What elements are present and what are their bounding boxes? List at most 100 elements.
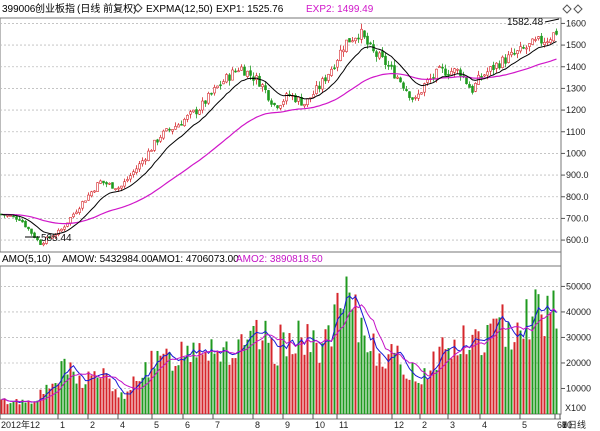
amo-bar	[174, 366, 177, 414]
amo-bar	[489, 323, 492, 414]
amo-bar	[555, 328, 558, 414]
amo-bar	[516, 322, 519, 414]
candle-body	[192, 109, 195, 113]
amo-bar	[3, 398, 6, 414]
candle-body	[285, 93, 288, 102]
amo1-line	[1, 295, 557, 404]
candle-body	[30, 228, 33, 234]
amo-bar	[225, 341, 228, 414]
candle-body	[483, 74, 486, 77]
amo-bar	[84, 384, 87, 414]
candle-body	[513, 52, 516, 55]
amo-bar	[318, 362, 321, 414]
amo-bar	[264, 320, 267, 414]
exp2-label: EXP2: 1499.49	[306, 4, 374, 15]
amo2-label: AMO2: 3890818.50	[236, 254, 323, 265]
amo-bar	[9, 403, 12, 414]
candle-body	[423, 83, 426, 93]
amo-bar	[405, 378, 408, 414]
amo-bar	[396, 345, 399, 414]
candle-body	[81, 201, 84, 209]
amo-bar	[348, 292, 351, 414]
amo-bar	[153, 368, 156, 414]
amo-bar	[222, 347, 225, 414]
candle-body	[240, 66, 243, 71]
candle-body	[156, 139, 159, 143]
scroll-left-icon[interactable]	[562, 4, 572, 14]
amo-bar	[54, 383, 57, 414]
chart-name: 创业板指	[35, 2, 75, 15]
candle-body	[225, 74, 228, 83]
amo-bar	[57, 383, 60, 414]
high-annotation: 1582.48	[507, 17, 544, 28]
candle-body	[324, 77, 327, 82]
amo-bar	[30, 403, 33, 414]
candle-body	[270, 100, 273, 105]
amo-bar	[147, 377, 150, 414]
price-tick-label: 1100	[566, 127, 585, 137]
amo-bar	[198, 343, 201, 414]
amo-bar	[210, 339, 213, 414]
candle-body	[402, 82, 405, 89]
exp2-line	[1, 58, 557, 225]
amo-bar	[195, 357, 198, 414]
candle-body	[282, 101, 285, 105]
amo-bar	[432, 351, 435, 414]
date-label: 5	[522, 420, 527, 430]
amo-bar	[339, 308, 342, 414]
candlesticks	[0, 23, 558, 247]
amo-bar	[63, 358, 66, 414]
amo-bar	[279, 324, 282, 414]
price-grid	[0, 22, 565, 241]
chart-code: 399006	[2, 4, 36, 15]
candle-body	[321, 78, 324, 90]
amo-bars	[0, 276, 558, 414]
amo-bar	[162, 353, 165, 414]
amo-bar	[36, 400, 39, 414]
amo-bar	[258, 349, 261, 414]
candle-body	[387, 64, 390, 67]
amo-bar	[39, 389, 42, 414]
amo-bar	[492, 318, 495, 414]
candle-body	[177, 124, 180, 128]
candle-body	[420, 92, 423, 95]
amo-bar	[51, 383, 54, 414]
candle-body	[300, 97, 303, 106]
price-tick-label: 900.0	[566, 170, 589, 180]
amo-bar	[78, 375, 81, 414]
candle-body	[342, 49, 345, 53]
amo-bar	[354, 294, 357, 414]
amo-bar	[96, 377, 99, 414]
amo-bar	[276, 365, 279, 414]
price-tick-label: 1400	[566, 62, 586, 72]
candle-body	[45, 237, 48, 244]
candle-body	[120, 185, 123, 189]
candle-body	[534, 39, 537, 41]
amow-label: AMOW: 5432984.00	[62, 254, 153, 265]
amo-bar	[411, 362, 414, 414]
amo-bar	[66, 374, 69, 414]
amo-bar	[471, 334, 474, 414]
candle-body	[408, 91, 411, 98]
candle-body	[117, 187, 120, 190]
amo-bar	[363, 335, 366, 414]
amo-bar	[300, 337, 303, 414]
amo-bar	[372, 333, 375, 414]
amo-bar	[219, 361, 222, 414]
candle-body	[126, 179, 129, 182]
amo-bar	[312, 330, 315, 414]
chart-period: (日线 前复权)	[77, 2, 136, 15]
amo-bar	[6, 404, 9, 414]
candle-body	[489, 66, 492, 72]
diamond-icon	[133, 3, 143, 13]
amo-bar	[255, 319, 258, 414]
scroll-right-icon[interactable]	[573, 4, 583, 14]
price-tick-label: 800.0	[566, 192, 589, 202]
date-label: 9	[285, 420, 290, 430]
amo-bar	[81, 387, 84, 414]
candle-body	[528, 43, 531, 47]
amo-bar	[12, 401, 15, 414]
date-label: 5	[154, 420, 159, 430]
amo-bar	[114, 389, 117, 414]
